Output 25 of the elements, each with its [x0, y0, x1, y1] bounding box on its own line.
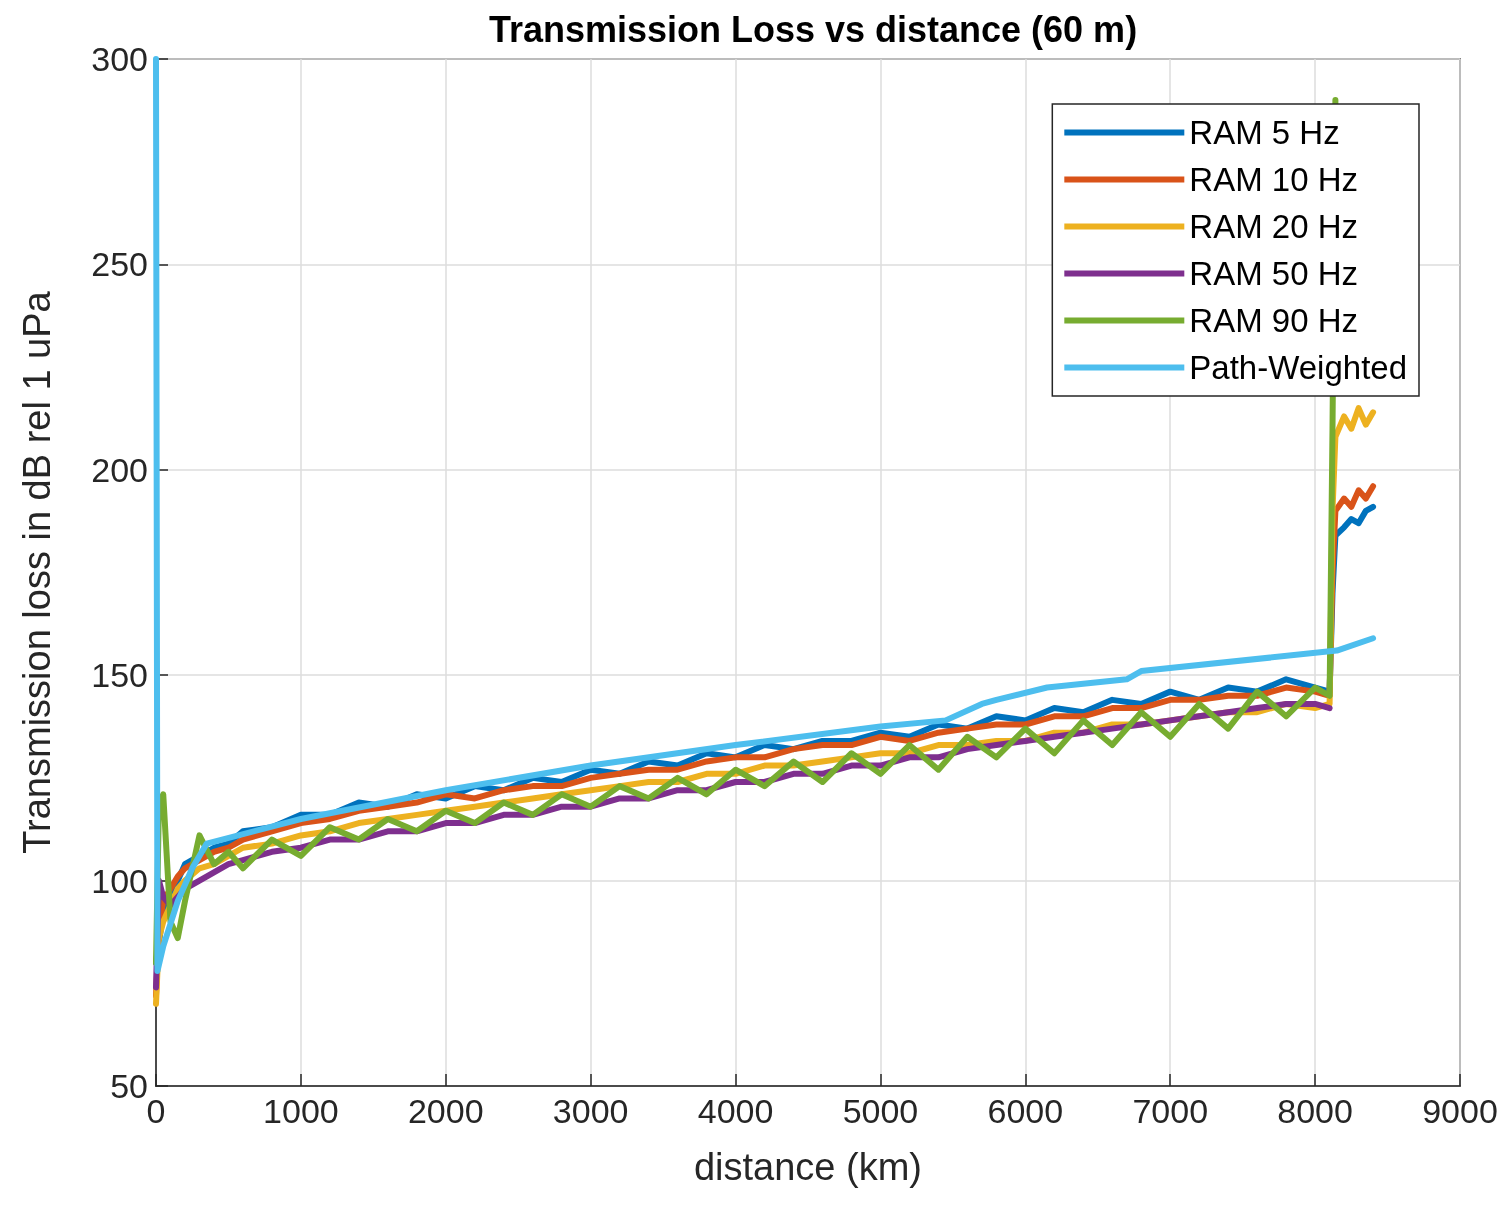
x-tick-label: 5000 — [842, 1092, 919, 1130]
y-tick-label: 50 — [110, 1067, 148, 1105]
y-tick-label: 100 — [91, 861, 148, 900]
x-tick-label: 8000 — [1277, 1092, 1353, 1130]
legend-label: Path-Weighted — [1189, 349, 1408, 386]
y-tick-label: 150 — [91, 656, 148, 695]
x-tick-label: 7000 — [1132, 1092, 1209, 1130]
legend-label: RAM 10 Hz — [1189, 161, 1359, 198]
x-tick-label: 4000 — [697, 1092, 774, 1130]
legend-label: RAM 50 Hz — [1189, 255, 1359, 292]
x-tick-label: 3000 — [552, 1092, 629, 1130]
x-axis-title: distance (km) — [693, 1146, 923, 1188]
legend-label: RAM 5 Hz — [1189, 114, 1340, 151]
x-tick-label: 0 — [146, 1092, 166, 1130]
legend-label: RAM 20 Hz — [1189, 208, 1359, 245]
x-tick-label: 2000 — [407, 1092, 484, 1130]
chart-title: Transmission Loss vs distance (60 m) — [488, 8, 1138, 50]
legend-label: RAM 90 Hz — [1189, 302, 1359, 339]
x-tick-label: 9000 — [1422, 1092, 1498, 1130]
y-tick-label: 300 — [91, 40, 148, 78]
x-tick-label: 1000 — [263, 1092, 339, 1130]
y-tick-label: 250 — [91, 245, 148, 284]
x-tick-label: 6000 — [987, 1092, 1064, 1130]
y-axis-title: Transmission loss in dB rel 1 uPa — [16, 290, 58, 854]
y-tick-label: 200 — [91, 450, 148, 489]
